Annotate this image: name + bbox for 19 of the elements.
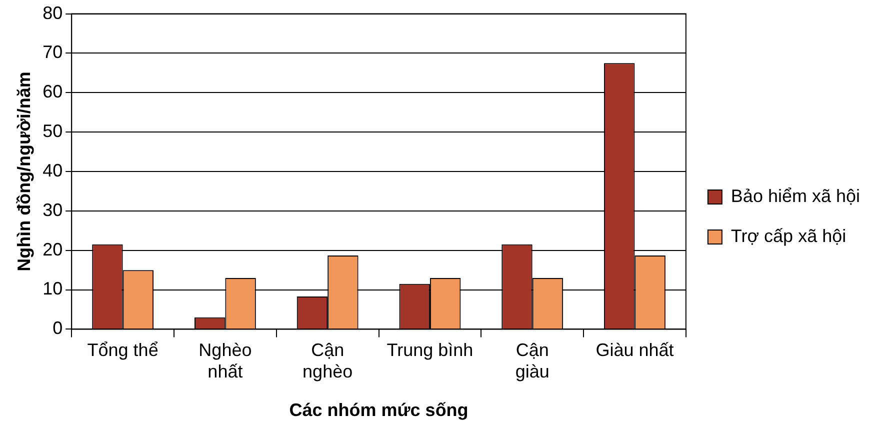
- y-tick-label: 80: [42, 2, 63, 23]
- x-tick-label: Trung bình: [386, 340, 474, 360]
- y-tick-label: 20: [42, 239, 63, 260]
- y-tick-label: 40: [42, 160, 63, 180]
- y-tick-label: 10: [42, 278, 63, 299]
- x-tick-label: Giàu nhất: [596, 340, 674, 360]
- y-tick-label: 70: [42, 42, 63, 62]
- x-tick-label: Tổng thể: [87, 340, 158, 360]
- y-axis-title: Nghìn đồng/người/năm: [14, 72, 34, 272]
- x-tick-label: Cận nghèo: [302, 340, 353, 382]
- y-tick-label: 60: [42, 82, 63, 102]
- y-tick-label: 30: [42, 200, 63, 220]
- legend-label: Trợ cấp xã hội: [730, 226, 846, 246]
- x-axis-title: Các nhóm mức sống: [289, 400, 468, 420]
- y-tick-label: 50: [42, 121, 63, 142]
- y-tick-label: 0: [52, 318, 63, 338]
- legend-label: Bảo hiểm xã hội: [730, 186, 860, 206]
- x-tick-label: Cận giàu: [515, 340, 550, 382]
- x-tick-label: Nghèo nhất: [198, 340, 252, 382]
